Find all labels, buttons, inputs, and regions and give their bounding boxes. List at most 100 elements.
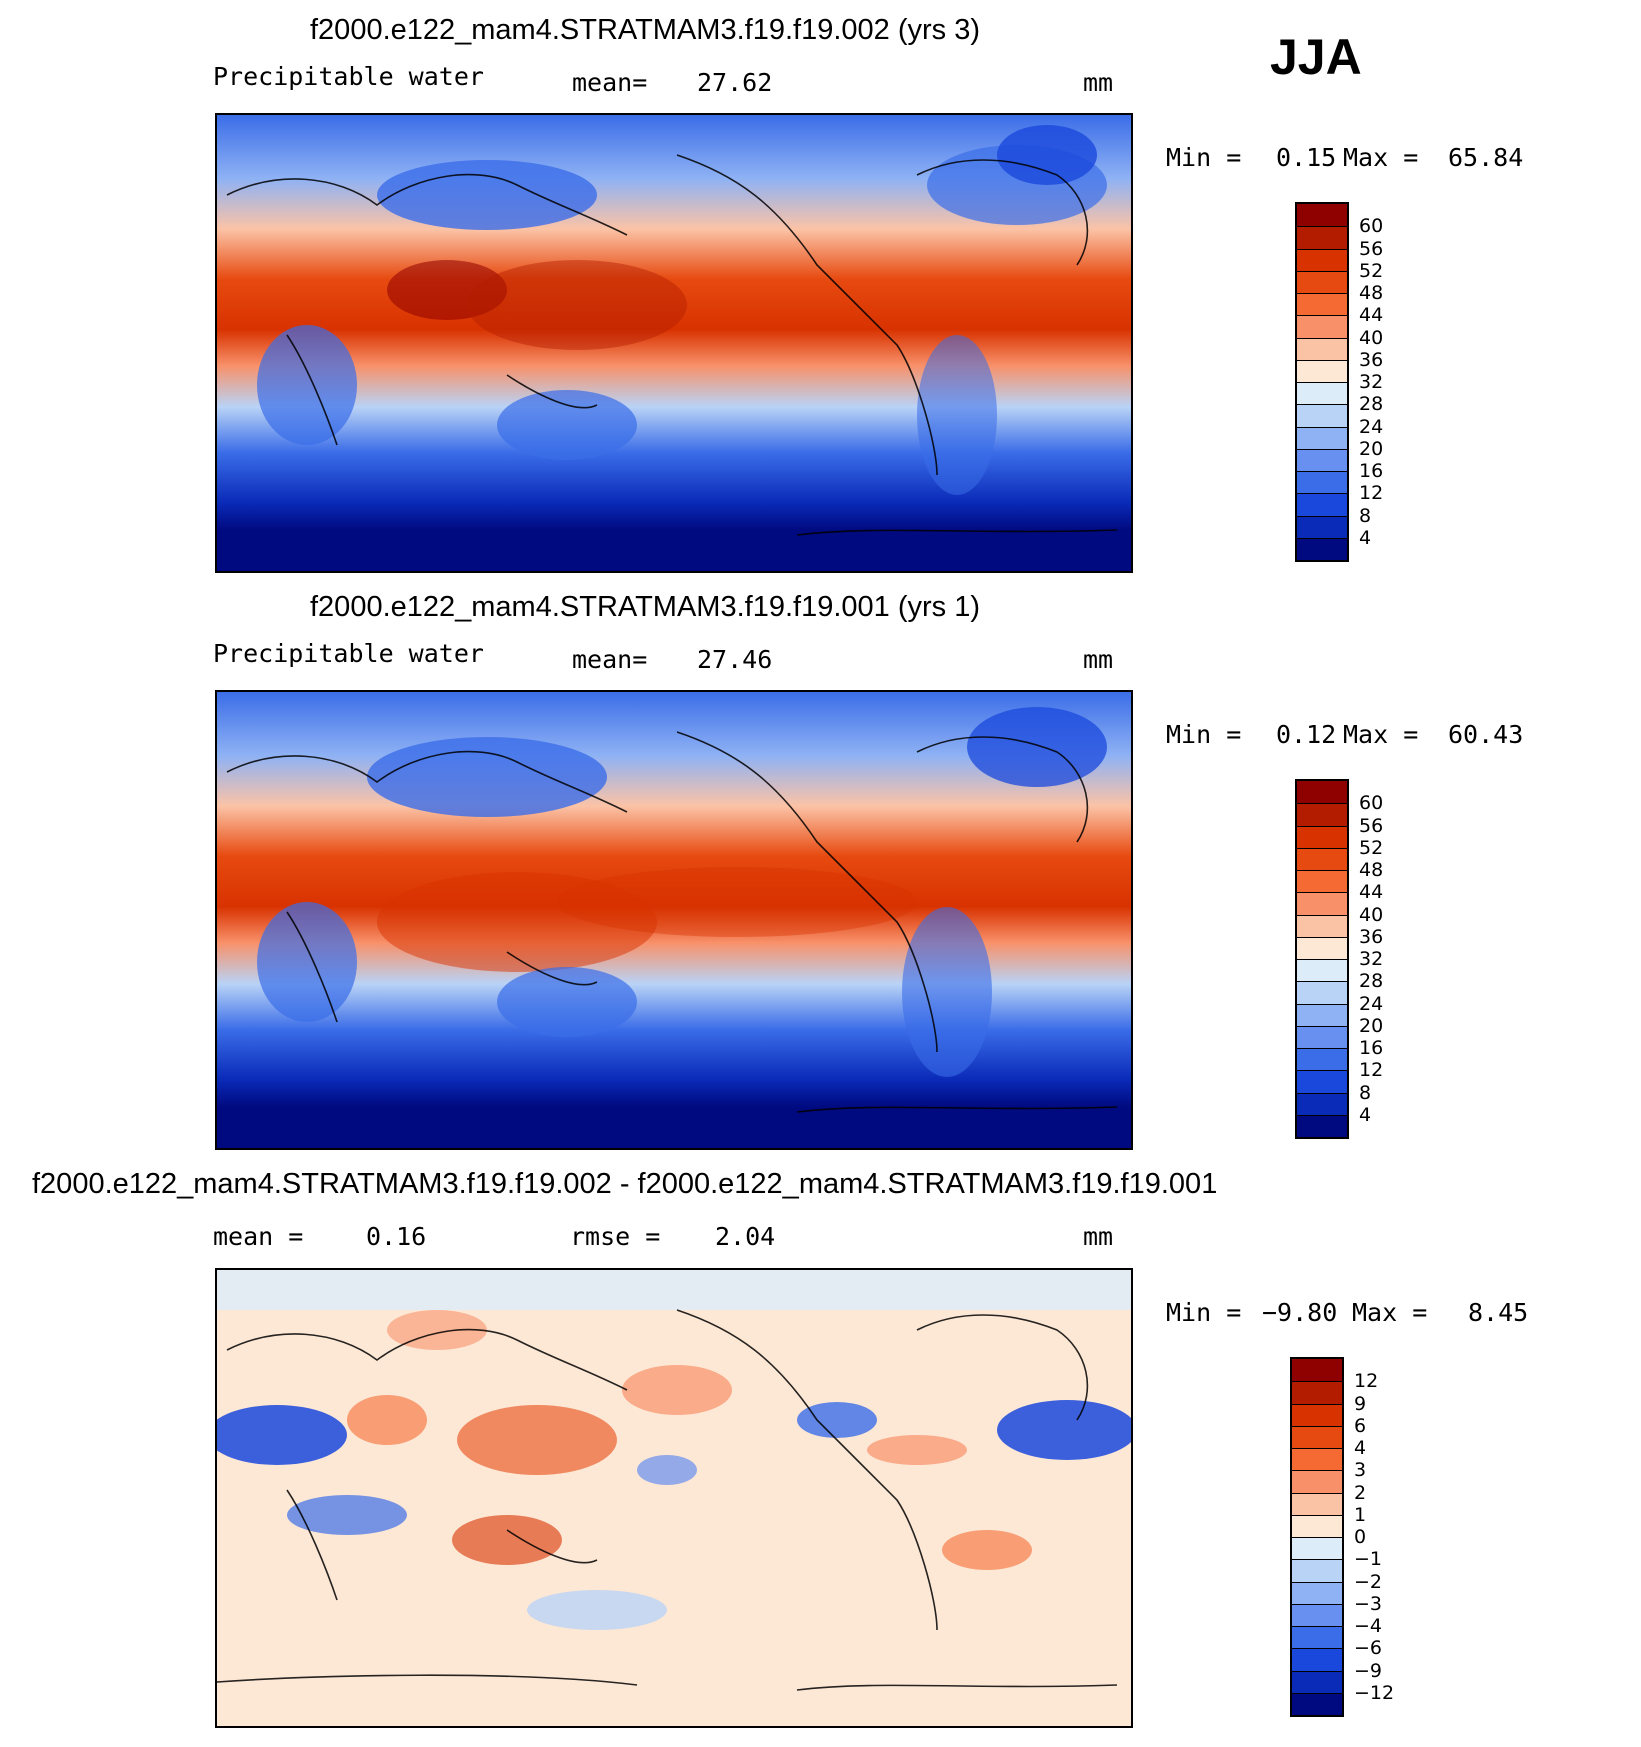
mean-value: 27.62	[697, 68, 773, 97]
coastline-outline	[226, 154, 1118, 536]
map-plot	[215, 690, 1133, 1150]
colorbar-tick-label: 40	[1359, 326, 1384, 349]
max-value: 60.43	[1448, 720, 1524, 749]
colorbar	[1295, 779, 1349, 1139]
colorbar-tick-label: 40	[1359, 903, 1384, 926]
colorbar-tick-label: 12	[1354, 1370, 1379, 1393]
colorbar-swatch	[1297, 781, 1347, 804]
colorbar-tick-label: 12	[1359, 1059, 1384, 1082]
colorbar-swatch	[1297, 914, 1347, 937]
units-label: mm	[1083, 1222, 1114, 1251]
colorbar-tick-label: 2	[1354, 1481, 1367, 1504]
colorbar-tick-label: −3	[1354, 1592, 1383, 1615]
mean-value: 27.46	[697, 645, 773, 674]
colorbar-swatch	[1297, 226, 1347, 249]
colorbar-swatch	[1297, 981, 1347, 1004]
units-label: mm	[1083, 68, 1114, 97]
colorbar-swatch	[1297, 471, 1347, 494]
map-field	[217, 692, 1131, 1148]
colorbar-swatch	[1297, 248, 1347, 271]
colorbar-swatch	[1297, 359, 1347, 382]
colorbar-tick-label: 60	[1359, 792, 1384, 815]
colorbar-tick-label: 4	[1359, 1103, 1372, 1126]
colorbar-swatch	[1297, 892, 1347, 915]
colorbar-tick-label: 60	[1359, 215, 1384, 238]
coastline-outline	[217, 1309, 1118, 1691]
colorbar-tick-label: −1	[1354, 1548, 1383, 1571]
colorbar-swatch	[1292, 1381, 1342, 1404]
colorbar-swatch	[1297, 448, 1347, 471]
colorbar-tick-label: 0	[1354, 1526, 1367, 1548]
colorbar-swatch	[1292, 1359, 1342, 1382]
colorbar-swatch	[1297, 426, 1347, 449]
colorbar-tick-label: −2	[1354, 1570, 1383, 1593]
colorbar-swatch	[1292, 1425, 1342, 1448]
colorbar-tick-label: 52	[1359, 259, 1384, 282]
colorbar-tick-label: 16	[1359, 460, 1384, 482]
colorbar-tick-label: 28	[1359, 970, 1384, 993]
colorbar-swatch	[1292, 1514, 1342, 1537]
mean-label: mean =	[213, 1222, 304, 1251]
colorbar-swatch	[1297, 936, 1347, 959]
max-label: Max =	[1352, 1298, 1428, 1327]
colorbar-tick-label: 20	[1359, 437, 1384, 460]
min-value: −9.80	[1262, 1298, 1338, 1327]
colorbar-swatch	[1297, 493, 1347, 516]
colorbar-swatch	[1292, 1692, 1342, 1715]
map-plot	[215, 1268, 1133, 1728]
colorbar-swatch	[1292, 1670, 1342, 1693]
colorbar-swatch	[1292, 1603, 1342, 1626]
field-name-label: Precipitable water	[213, 639, 484, 668]
colorbar-tick-label: 32	[1359, 371, 1384, 393]
min-value: 0.15	[1276, 143, 1337, 172]
colorbar	[1295, 202, 1349, 562]
panel-title: f2000.e122_mam4.STRATMAM3.f19.f19.002 - …	[32, 1168, 1218, 1200]
colorbar-swatch	[1297, 404, 1347, 427]
colorbar-swatch	[1292, 1559, 1342, 1582]
colorbar-tick-label: 6	[1354, 1414, 1367, 1437]
colorbar-tick-label: 8	[1359, 1081, 1372, 1104]
colorbar-swatch	[1297, 515, 1347, 538]
map-plot	[215, 113, 1133, 573]
colorbar-swatch	[1292, 1626, 1342, 1649]
colorbar-swatch	[1297, 1003, 1347, 1026]
colorbar-swatch	[1297, 825, 1347, 848]
colorbar-tick-label: 8	[1359, 504, 1372, 527]
max-value: 65.84	[1448, 143, 1524, 172]
max-label: Max =	[1343, 143, 1419, 172]
colorbar	[1290, 1357, 1344, 1717]
min-label: Min =	[1166, 143, 1242, 172]
colorbar-tick-label: 32	[1359, 948, 1384, 970]
colorbar-swatch	[1292, 1470, 1342, 1493]
colorbar-tick-label: 20	[1359, 1014, 1384, 1037]
colorbar-tick-label: 4	[1354, 1437, 1367, 1459]
colorbar-tick-label: 24	[1359, 992, 1384, 1015]
units-label: mm	[1083, 645, 1114, 674]
panel-title: f2000.e122_mam4.STRATMAM3.f19.f19.002 (y…	[310, 14, 980, 46]
min-label: Min =	[1166, 1298, 1242, 1327]
rmse-label: rmse =	[570, 1222, 661, 1251]
colorbar-tick-label: −12	[1354, 1681, 1395, 1704]
map-field	[217, 115, 1131, 571]
colorbar-tick-label: 48	[1359, 859, 1384, 881]
colorbar-swatch	[1297, 847, 1347, 870]
colorbar-swatch	[1297, 1092, 1347, 1115]
colorbar-swatch	[1297, 870, 1347, 893]
map-field	[217, 1270, 1131, 1726]
colorbar-tick-label: 3	[1354, 1459, 1367, 1482]
colorbar-tick-label: 56	[1359, 237, 1384, 260]
colorbar-swatch	[1297, 803, 1347, 826]
colorbar-swatch	[1297, 1070, 1347, 1093]
colorbar-tick-label: 36	[1359, 925, 1384, 948]
season-label: JJA	[1270, 29, 1362, 85]
colorbar-swatch	[1297, 537, 1347, 560]
min-label: Min =	[1166, 720, 1242, 749]
colorbar-swatch	[1292, 1492, 1342, 1515]
panel-title: f2000.e122_mam4.STRATMAM3.f19.f19.001 (y…	[310, 591, 980, 623]
mean-label: mean=	[572, 68, 648, 97]
max-value: 8.45	[1468, 1298, 1529, 1327]
colorbar-swatch	[1297, 1025, 1347, 1048]
field-name-label: Precipitable water	[213, 62, 484, 91]
colorbar-swatch	[1292, 1537, 1342, 1560]
colorbar-tick-label: 56	[1359, 814, 1384, 837]
